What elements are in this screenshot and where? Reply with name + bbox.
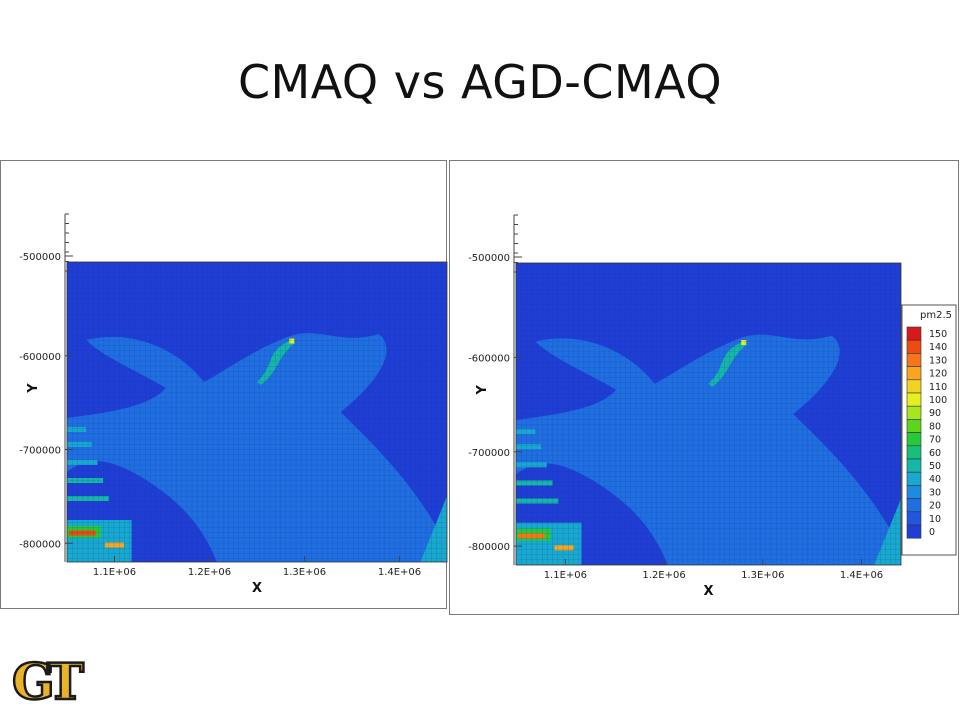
- x-axis-title: X: [703, 584, 713, 599]
- plot-frame: [515, 262, 902, 566]
- cell-grid: [67, 262, 447, 562]
- y-tick-label: -500000: [468, 253, 510, 264]
- x-tick-label: 1.4E+06: [840, 570, 883, 581]
- legend-swatch: [906, 458, 922, 473]
- gt-logo: GT: [11, 655, 92, 707]
- x-tick-label: 1.1E+06: [93, 567, 136, 578]
- legend-label: 0: [929, 527, 935, 538]
- legend-swatch: [906, 498, 922, 513]
- x-tick-label: 1.4E+06: [378, 567, 421, 578]
- legend-label: 100: [929, 395, 947, 406]
- plot-frame: [66, 261, 448, 563]
- gt-logo-text: GT: [12, 655, 84, 707]
- legend-swatch: [906, 353, 922, 367]
- x-axis-title: X: [252, 581, 262, 596]
- right-heatmap-chart: -500000 -600000 -700000 -800000 1.1E+06 1.2E+…: [468, 214, 957, 599]
- legend-label: 80: [929, 421, 941, 432]
- y-tick-label: -800000: [19, 539, 61, 550]
- legend-label: 50: [929, 461, 941, 472]
- legend-label: 130: [929, 355, 947, 366]
- y-tick-label: -800000: [468, 542, 510, 553]
- x-tick-label: 1.3E+06: [741, 570, 784, 581]
- y-tick-label: -500000: [19, 252, 61, 263]
- x-tick-label: 1.2E+06: [188, 567, 231, 578]
- legend-label: 90: [929, 408, 941, 419]
- legend-label: 10: [929, 514, 941, 525]
- x-tick-label: 1.1E+06: [544, 570, 587, 581]
- left-heatmap-panel: -500000 -600000 -700000 -800000 1.1E+06 1.2E+…: [0, 160, 448, 609]
- legend-label: 30: [929, 487, 941, 498]
- cell-grid: [516, 263, 901, 565]
- legend-swatch: [906, 326, 922, 341]
- legend-swatch: [906, 419, 922, 433]
- legend-swatch: [906, 405, 922, 420]
- legend-swatch: [906, 485, 922, 499]
- y-tick-label: -600000: [19, 352, 61, 363]
- slide-title: CMAQ vs AGD-CMAQ: [237, 55, 723, 109]
- legend-label: 110: [929, 382, 947, 393]
- legend-swatch: [906, 432, 922, 447]
- y-axis-title: Y: [475, 385, 490, 396]
- legend-swatch: [906, 379, 922, 394]
- legend-swatch: [906, 471, 922, 486]
- legend-label: 150: [929, 329, 947, 340]
- legend-title: pm2.5: [920, 310, 952, 321]
- x-tick-label: 1.2E+06: [642, 570, 685, 581]
- legend-label: 20: [929, 501, 941, 512]
- y-tick-label: -700000: [19, 446, 61, 457]
- legend-swatch: [906, 392, 922, 407]
- legend-swatch: [906, 511, 922, 526]
- legend-swatch: [906, 339, 922, 354]
- legend-swatch: [906, 445, 922, 460]
- left-heatmap-chart: -500000 -600000 -700000 -800000 1.1E+06 1.2E+…: [19, 213, 448, 596]
- legend-swatch: [906, 524, 922, 539]
- right-heatmap-panel: -500000 -600000 -700000 -800000 1.1E+06 1.2E+…: [449, 160, 959, 615]
- legend-label: 60: [929, 448, 941, 459]
- legend-swatch: [906, 366, 922, 381]
- legend-label: 120: [929, 369, 947, 380]
- legend-label: 140: [929, 342, 947, 353]
- y-tick-label: -700000: [468, 448, 510, 459]
- legend-label: 40: [929, 474, 941, 485]
- legend-label: 70: [929, 435, 941, 446]
- y-axis-title: Y: [26, 383, 41, 394]
- x-tick-label: 1.3E+06: [283, 567, 326, 578]
- y-tick-label: -600000: [468, 353, 510, 364]
